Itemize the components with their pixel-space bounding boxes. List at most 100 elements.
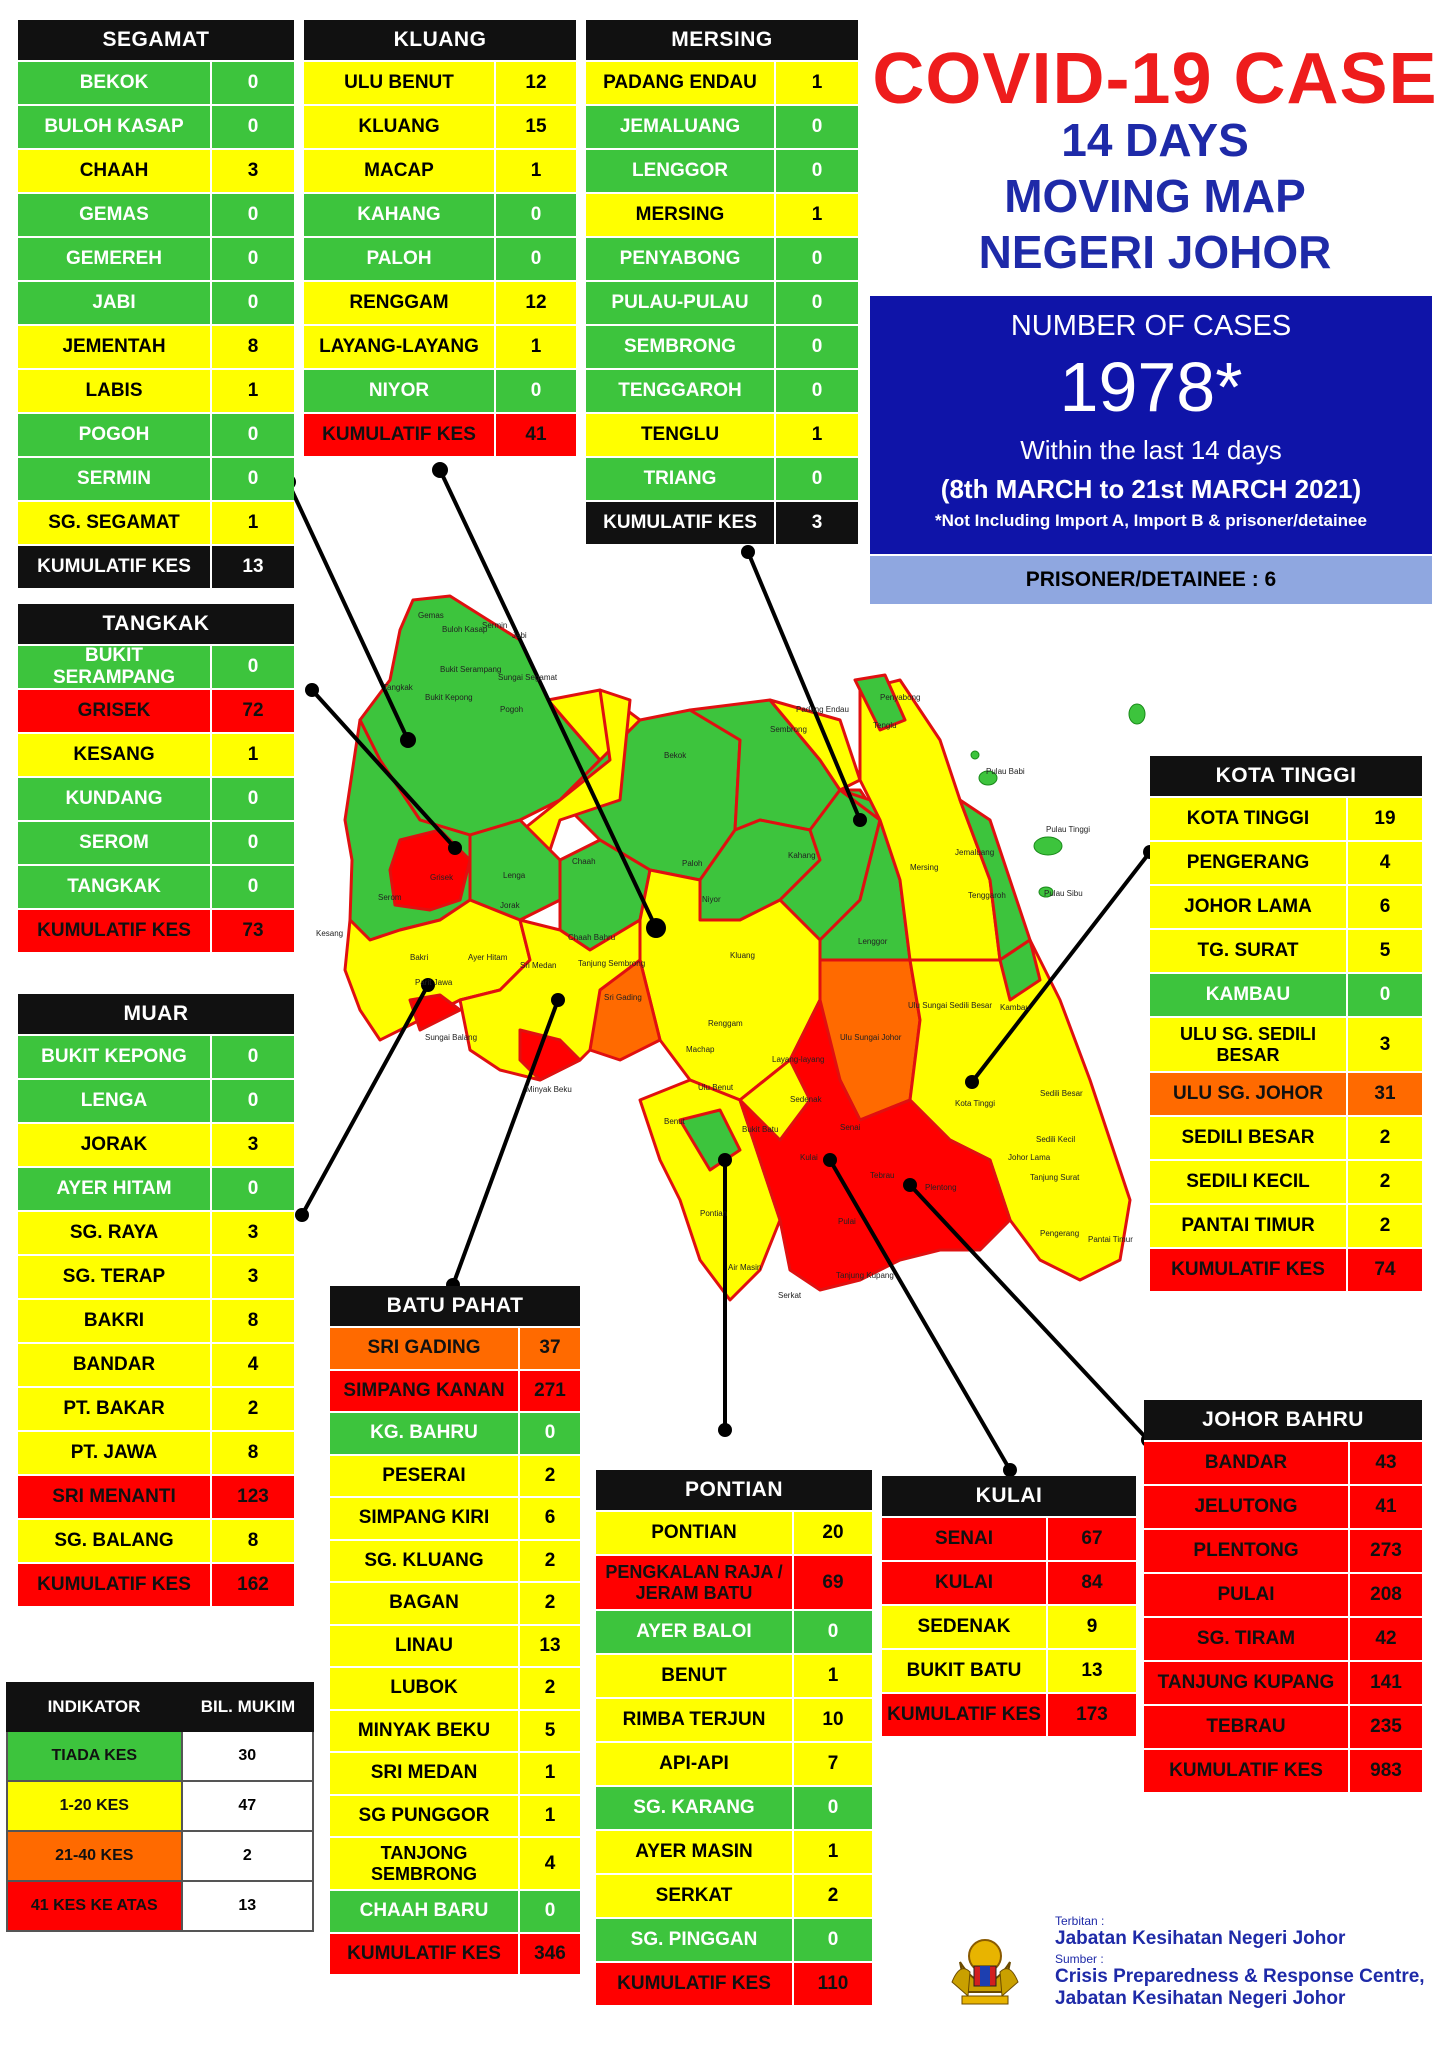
district-tangkak: TANGKAK BUKIT SERAMPANG 0 GRISEK 72 KESANG 1 KU… xyxy=(18,604,294,952)
mukim-row: PESERAI 2 xyxy=(330,1453,580,1496)
mukim-row: SG. KLUANG 2 xyxy=(330,1538,580,1581)
case-count: 37 xyxy=(520,1328,580,1369)
mukim-name: LUBOK xyxy=(330,1668,520,1709)
mukim-row: SG. BALANG 8 xyxy=(18,1518,294,1562)
title-covid-case: COVID-19 CASE xyxy=(872,39,1438,119)
sumber-line-2: Jabatan Kesihatan Negeri Johor xyxy=(1055,1988,1346,2009)
mukim-name: MACAP xyxy=(304,150,496,192)
map-place-label: Sedenak xyxy=(790,1095,823,1104)
map-place-label: Sembrong xyxy=(770,725,807,734)
mukim-name: PALOH xyxy=(304,238,496,280)
case-count: 141 xyxy=(1350,1662,1422,1704)
mukim-name: JORAK xyxy=(18,1124,212,1166)
map-place-label: Mersing xyxy=(910,863,938,872)
mukim-row: SG. KARANG 0 xyxy=(596,1785,872,1829)
mukim-row: LENGA 0 xyxy=(18,1078,294,1122)
mukim-row: SERMIN 0 xyxy=(18,456,294,500)
mukim-row: SERKAT 2 xyxy=(596,1873,872,1917)
case-count: 983 xyxy=(1350,1750,1422,1792)
mukim-row: SRI MENANTI 123 xyxy=(18,1474,294,1518)
mukim-row: BENUT 1 xyxy=(596,1653,872,1697)
terbitan-name: Jabatan Kesihatan Negeri Johor xyxy=(1055,1928,1346,1949)
subtitle-line-1: 14 DAYS xyxy=(1061,114,1249,166)
map-place-label: Tenggaroh xyxy=(968,891,1006,900)
mukim-name: TANGKAK xyxy=(18,866,212,908)
case-count: 162 xyxy=(212,1564,294,1606)
mukim-row: BAGAN 2 xyxy=(330,1581,580,1624)
map-place-label: Tanjung Surat xyxy=(1030,1173,1080,1182)
case-count: 235 xyxy=(1350,1706,1422,1748)
mukim-name: GEMEREH xyxy=(18,238,212,280)
case-count: 123 xyxy=(212,1476,294,1518)
mukim-row: PULAU-PULAU 0 xyxy=(586,280,858,324)
case-count: 13 xyxy=(520,1625,580,1666)
legend-label: TIADA KES xyxy=(6,1732,183,1780)
mukim-name: SRI GADING xyxy=(330,1328,520,1369)
mukim-name: TANJUNG KUPANG xyxy=(1144,1662,1350,1704)
mukim-name: KESANG xyxy=(18,734,212,776)
mukim-name: SEROM xyxy=(18,822,212,864)
case-count: 1 xyxy=(794,1655,872,1697)
mukim-row: KG. BAHRU 0 xyxy=(330,1411,580,1454)
mukim-row: LINAU 13 xyxy=(330,1623,580,1666)
mukim-name: JEMALUANG xyxy=(586,106,776,148)
map-place-label: Sri Gading xyxy=(604,993,642,1002)
period-line-2: (8th MARCH to 21st MARCH 2021) xyxy=(940,474,1362,504)
mukim-name: TEBRAU xyxy=(1144,1706,1350,1748)
case-count: 9 xyxy=(1048,1606,1136,1648)
map-place-label: Lenga xyxy=(503,871,526,880)
case-count: 173 xyxy=(1048,1694,1136,1736)
map-place-label: Serom xyxy=(378,893,402,902)
mukim-row: GEMAS 0 xyxy=(18,192,294,236)
case-count: 15 xyxy=(496,106,576,148)
map-place-label: Senai xyxy=(840,1123,861,1132)
mukim-name: BUKIT BATU xyxy=(882,1650,1048,1692)
map-place-label: Pogoh xyxy=(500,705,523,714)
case-count: 3 xyxy=(212,1212,294,1254)
case-count: 3 xyxy=(212,1124,294,1166)
mukim-name: SRI MENANTI xyxy=(18,1476,212,1518)
map-place-label: Kahang xyxy=(788,851,816,860)
case-count: 6 xyxy=(520,1498,580,1539)
mukim-row: SG PUNGGOR 1 xyxy=(330,1793,580,1836)
map-place-label: Parit Jawa xyxy=(415,978,453,987)
case-count: 67 xyxy=(1048,1518,1136,1560)
mukim-name: KAHANG xyxy=(304,194,496,236)
map-place-label: Benut xyxy=(664,1117,686,1126)
mukim-row: MACAP 1 xyxy=(304,148,576,192)
case-count: 3 xyxy=(212,1256,294,1298)
exclusion-note: *Not Including Import A, Import B & pris… xyxy=(935,511,1367,530)
legend-count: 47 xyxy=(182,1782,314,1830)
case-count: 5 xyxy=(1348,930,1422,972)
legend-label: 21-40 KES xyxy=(6,1832,183,1880)
map-place-label: Bekok xyxy=(664,751,687,760)
mukim-row: LENGGOR 0 xyxy=(586,148,858,192)
district-johor-bahru: JOHOR BAHRU BANDAR 43 JELUTONG 41 PLENTONG 273… xyxy=(1144,1400,1422,1792)
legend-rows: TIADA KES 30 1-20 KES 47 21-40 KES 2 41 KES KE… xyxy=(6,1732,314,1932)
mukim-name: PENGERANG xyxy=(1150,842,1348,884)
mukim-name: SRI MEDAN xyxy=(330,1753,520,1794)
mukim-row: TEBRAU 235 xyxy=(1144,1704,1422,1748)
map-place-label: Pontian xyxy=(700,1209,727,1218)
mukim-name: CHAAH xyxy=(18,150,212,192)
mukim-row: CHAAH BARU 0 xyxy=(330,1889,580,1932)
mukim-row: ULU BENUT 12 xyxy=(304,60,576,104)
case-count: 2 xyxy=(520,1668,580,1709)
mukim-name: KUMULATIF KES xyxy=(18,546,212,588)
subtitle: 14 DAYS MOVING MAP NEGERI JOHOR xyxy=(870,112,1440,280)
mukim-name: BUKIT KEPONG xyxy=(18,1036,212,1078)
mukim-name: SG. TERAP xyxy=(18,1256,212,1298)
case-count: 1 xyxy=(212,370,294,412)
cumulative-row: KUMULATIF KES 110 xyxy=(596,1961,872,2005)
case-count: 0 xyxy=(212,282,294,324)
mukim-row: PENGKALAN RAJA / JERAM BATU 69 xyxy=(596,1554,872,1609)
mukim-name: KULAI xyxy=(882,1562,1048,1604)
mukim-row: TANJONG SEMBRONG 4 xyxy=(330,1836,580,1890)
mukim-row: SG. RAYA 3 xyxy=(18,1210,294,1254)
map-place-label: Ayer Hitam xyxy=(468,953,508,962)
case-count: 1 xyxy=(496,150,576,192)
map-place-label: Renggam xyxy=(708,1019,743,1028)
case-count: 110 xyxy=(794,1963,872,2005)
mukim-row: KULAI 84 xyxy=(882,1560,1136,1604)
map-place-label: Sedili Kecil xyxy=(1036,1135,1075,1144)
